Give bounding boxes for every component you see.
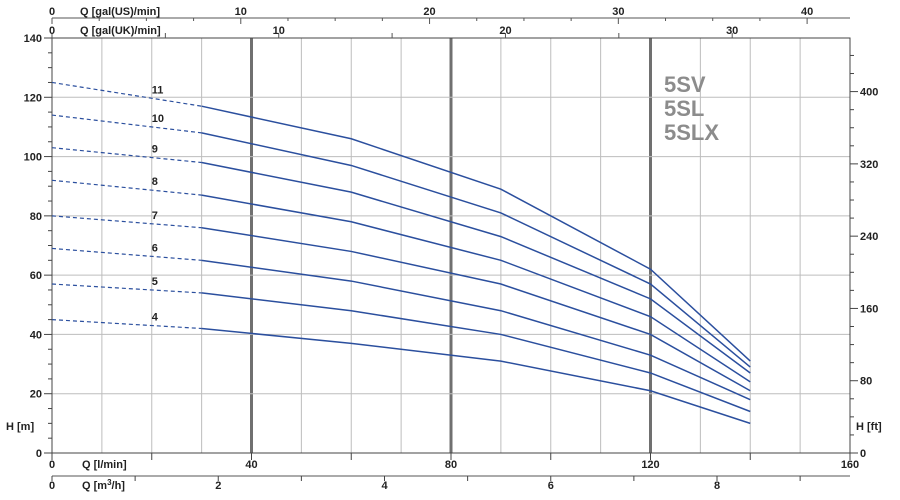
curve-6 <box>201 259 751 401</box>
curve-4 <box>201 327 751 425</box>
right-axis-tick-label: 160 <box>860 303 878 315</box>
curve-11 <box>201 105 751 362</box>
left-axis-tick-label: 60 <box>30 270 42 282</box>
curve-8-dashed <box>51 179 202 196</box>
curve-5-dashed <box>51 283 202 294</box>
left-axis-tick-label: 140 <box>24 33 42 45</box>
bottom-axis-m3h-tick-label: 2 <box>215 480 221 492</box>
right-axis-ticks: 0 80 160 240 320 400 <box>850 54 878 460</box>
curve-5 <box>201 292 751 413</box>
curve-label-10: 10 <box>152 113 164 125</box>
curve-label-9: 9 <box>152 144 158 156</box>
curve-label-11: 11 <box>152 84 164 96</box>
curve-label-7: 7 <box>152 210 158 222</box>
top-axis-uk-tick-label: 10 <box>273 25 285 37</box>
top-axis-us-tick-label: 20 <box>423 6 435 18</box>
curve-7 <box>201 226 751 392</box>
top-axis-us: 0 10 20 30 40 Q [gal(US)/min] <box>49 6 850 24</box>
right-axis-label: H [ft] <box>856 421 882 433</box>
top-axis-uk: 0 10 20 30 Q [gal(UK)/min] <box>49 25 738 38</box>
curve-10 <box>201 132 751 368</box>
top-axis-uk-label: Q [gal(UK)/min] <box>80 25 161 37</box>
model-label-5slx: 5SLX <box>664 120 719 145</box>
curve-7-dashed <box>51 215 202 229</box>
curve-label-5: 5 <box>152 276 158 288</box>
grid <box>52 38 850 453</box>
top-axis-uk-tick-label: 30 <box>726 25 738 37</box>
curve-9-dashed <box>51 147 202 164</box>
curve-9 <box>201 161 751 374</box>
left-axis-tick-label: 80 <box>30 211 42 223</box>
bottom-axis-lmin-label: Q [l/min] <box>82 459 127 471</box>
model-label-5sl: 5SL <box>664 96 704 121</box>
curve-label-6: 6 <box>152 242 158 254</box>
left-axis-ticks: 0 20 40 60 80 100 120 140 <box>24 33 52 460</box>
curve-label-8: 8 <box>152 176 158 188</box>
top-axis-us-tick-label: 40 <box>801 6 813 18</box>
top-axis-us-label: Q [gal(US)/min] <box>80 6 160 18</box>
right-axis-tick-label: 240 <box>860 231 878 243</box>
bottom-axis-lmin-tick-label: 40 <box>245 459 257 471</box>
curve-11-dashed <box>51 81 202 107</box>
bottom-axis-m3h-label: Q [m3/h] <box>82 478 125 492</box>
top-axis-us-ticks: 0 10 20 30 40 <box>49 6 813 24</box>
left-axis-tick-label: 20 <box>30 389 42 401</box>
top-axis-uk-tick-label: 20 <box>499 25 511 37</box>
curve-8 <box>201 194 751 383</box>
top-axis-uk-ticks: 0 10 20 30 <box>49 25 738 38</box>
right-axis-tick-label: 400 <box>860 87 878 99</box>
right-axis-tick-label: 0 <box>860 448 866 460</box>
bottom-axis-m3h-ticks: 0 2 4 6 8 <box>49 476 801 492</box>
left-axis-tick-label: 40 <box>30 329 42 341</box>
right-axis-tick-label: 320 <box>860 159 878 171</box>
left-axis-tick-label: 100 <box>24 152 42 164</box>
pump-curves: 4 5 6 7 8 9 10 11 <box>51 81 751 425</box>
curve-4-dashed <box>51 319 202 330</box>
curve-10-dashed <box>51 114 202 134</box>
bottom-axis-m3h-tick-label: 0 <box>49 480 55 492</box>
left-axis-tick-label: 0 <box>36 448 42 460</box>
model-label-5sv: 5SV <box>664 72 706 97</box>
bottom-axis-m3h-tick-label: 8 <box>714 480 720 492</box>
right-axis-tick-label: 80 <box>860 376 872 388</box>
bottom-axis-lmin-tick-label: 160 <box>841 459 859 471</box>
top-axis-us-tick-label: 0 <box>49 6 55 18</box>
bottom-axis-lmin-tick-label: 0 <box>49 459 55 471</box>
bottom-axis-lmin-tick-label: 80 <box>445 459 457 471</box>
bottom-axis-m3h-tick-label: 6 <box>548 480 554 492</box>
top-axis-us-tick-label: 10 <box>235 6 247 18</box>
curve-6-dashed <box>51 247 202 261</box>
bottom-axis-lmin-ticks: 0 40 80 120 160 <box>49 453 859 471</box>
bottom-axis-lmin-tick-label: 120 <box>641 459 659 471</box>
curve-label-4: 4 <box>152 312 159 324</box>
left-axis-tick-label: 120 <box>24 92 42 104</box>
left-axis-label: H [m] <box>6 421 34 433</box>
top-axis-us-tick-label: 30 <box>612 6 624 18</box>
bottom-axis-m3h-tick-label: 4 <box>381 480 388 492</box>
top-axis-uk-tick-label: 0 <box>49 25 55 37</box>
